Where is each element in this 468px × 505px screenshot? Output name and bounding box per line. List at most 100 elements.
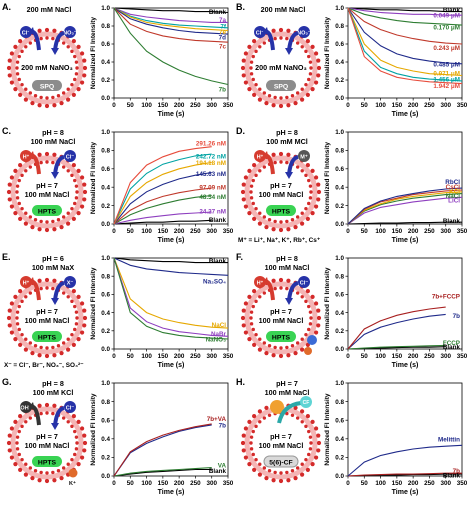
lipid-head xyxy=(82,440,88,446)
lipid-head xyxy=(44,402,50,408)
lipid-head xyxy=(243,204,248,209)
lipid-head xyxy=(7,433,12,438)
lipid-head xyxy=(45,346,49,350)
lipid-head xyxy=(314,80,319,85)
series-line-2 xyxy=(347,313,446,350)
lipid-head xyxy=(267,469,272,473)
lipid-head xyxy=(271,103,276,108)
y-axis-label: Normalized Fl Intensity xyxy=(90,393,97,466)
series-line-5 xyxy=(113,161,212,225)
lipid-head xyxy=(240,440,246,446)
probe-label: SPQ xyxy=(274,84,288,91)
lipid-head xyxy=(51,345,55,350)
lipid-head xyxy=(66,221,71,226)
lipid-head xyxy=(20,457,24,462)
lipid-head xyxy=(293,351,298,356)
series-label: Blank xyxy=(209,9,227,16)
x-tick-label: 350 xyxy=(223,480,234,487)
lipid-head xyxy=(18,289,23,294)
influx-arrowhead xyxy=(285,48,293,55)
lipid-head xyxy=(307,452,311,457)
series-line-7 xyxy=(113,146,212,225)
lipid-head xyxy=(295,215,300,219)
x-tick-label: 100 xyxy=(375,102,386,109)
lipid-head xyxy=(61,466,66,470)
lipid-head xyxy=(262,341,267,345)
lipid-head xyxy=(61,215,66,219)
lipid-head xyxy=(51,286,55,291)
lipid-head xyxy=(33,469,38,473)
series-line-5 xyxy=(347,7,463,77)
lipid-head xyxy=(316,315,322,321)
lipid-head xyxy=(45,411,49,415)
lipid-head xyxy=(286,28,291,33)
x-tick-label: 150 xyxy=(392,353,403,360)
lipid-head xyxy=(9,301,14,306)
lipid-head xyxy=(73,201,77,206)
series-label: 291.26 nM xyxy=(196,141,226,148)
lipid-head xyxy=(262,165,267,169)
lipid-head xyxy=(15,316,19,320)
y-tick-label: 0.8 xyxy=(101,23,110,30)
lipid-head xyxy=(28,41,33,45)
y-tick-label: 0.6 xyxy=(335,417,344,424)
series-line-5 xyxy=(113,7,229,43)
x-axis-label: Time (s) xyxy=(392,111,419,118)
lipid-head xyxy=(286,278,291,283)
ion-label-right: Cl⁻ xyxy=(66,155,75,161)
lipid-head xyxy=(307,429,311,434)
lipid-head xyxy=(279,96,283,100)
lipid-head xyxy=(17,429,21,434)
inner-condition: 100 mM NaCl xyxy=(259,316,304,325)
probe-label: SPQ xyxy=(40,84,54,91)
series-label: 1.456 μM xyxy=(433,77,460,84)
lipid-head xyxy=(273,345,277,350)
lipid-head xyxy=(74,60,79,64)
inner-condition: pH = 7 xyxy=(36,181,58,190)
lipid-head xyxy=(51,219,55,224)
lipid-head xyxy=(305,467,310,472)
lipid-head xyxy=(308,322,313,326)
panel-letter: D. xyxy=(236,126,245,136)
y-axis-label: Normalized Fl Intensity xyxy=(90,267,97,340)
inner-condition: 100 mM NaCl xyxy=(259,441,304,450)
y-tick-label: 0.6 xyxy=(335,166,344,173)
lipid-head xyxy=(257,221,262,226)
lipid-head xyxy=(285,286,289,291)
x-tick-label: 0 xyxy=(112,102,116,109)
y-tick-label: 0.2 xyxy=(335,203,344,210)
lipid-head xyxy=(45,471,49,475)
x-tick-label: 200 xyxy=(174,102,185,109)
lipid-head xyxy=(254,299,258,304)
lipid-head xyxy=(9,51,14,56)
x-axis-label: Time (s) xyxy=(158,489,185,496)
lipid-head xyxy=(279,220,283,224)
x-tick-label: 250 xyxy=(424,480,435,487)
influx-arrowhead xyxy=(51,172,59,179)
y-tick-label: 1.0 xyxy=(101,380,110,387)
x-tick-label: 50 xyxy=(127,480,135,487)
lipid-head xyxy=(247,294,252,299)
lipid-head xyxy=(316,308,321,313)
lipid-head xyxy=(286,227,291,232)
x-tick-label: 300 xyxy=(440,480,451,487)
lipid-head xyxy=(82,73,87,78)
x-tick-label: 300 xyxy=(206,353,217,360)
lipid-head xyxy=(309,316,313,320)
lipid-head xyxy=(300,462,304,466)
series-label: 7b xyxy=(453,313,461,320)
y-tick-label: 0.0 xyxy=(101,95,110,102)
lipid-head xyxy=(295,41,300,45)
ion-marker-right xyxy=(64,401,76,413)
series-label: 145.63 nM xyxy=(196,171,226,178)
x-tick-label: 0 xyxy=(112,353,116,360)
x-tick-label: 100 xyxy=(141,480,152,487)
lipid-head xyxy=(7,73,12,78)
series-line-3 xyxy=(113,7,229,32)
lipid-head xyxy=(300,472,305,477)
y-axis-label: Normalized Fl Intensity xyxy=(90,17,97,90)
lipid-head xyxy=(254,49,258,54)
lipid-head xyxy=(249,72,254,76)
series-label: Na₂SO₄ xyxy=(203,278,226,285)
